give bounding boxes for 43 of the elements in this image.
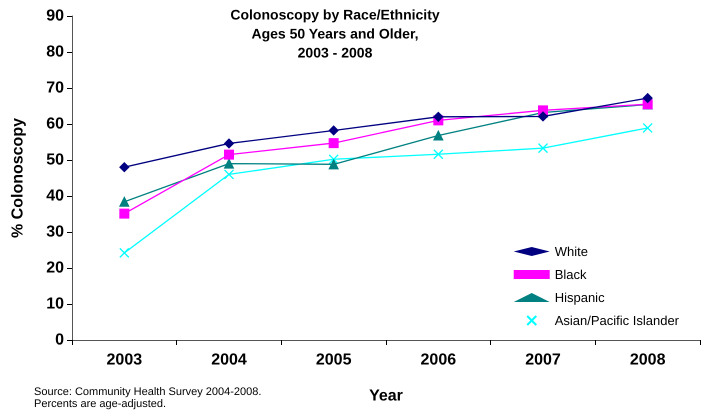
point: [119, 248, 130, 258]
x-tick-label: 2003: [106, 352, 142, 368]
y-axis-title: % Colonoscopy: [10, 118, 26, 238]
point: [538, 142, 548, 154]
x-tick-label: 2008: [630, 352, 666, 368]
y-tick-label: 30: [46, 224, 64, 240]
point: [642, 122, 653, 134]
point: [224, 138, 234, 148]
point: [328, 159, 339, 170]
y-tick-label: 20: [46, 260, 64, 276]
x-tick-label: 2006: [420, 352, 456, 368]
y-tick-label: 40: [46, 188, 64, 204]
point: [119, 196, 130, 207]
legend-label: Hispanic: [554, 290, 606, 305]
point: [328, 138, 339, 148]
point: [433, 112, 444, 122]
point: [328, 154, 339, 164]
point: [224, 150, 234, 160]
y-tick-label: 50: [46, 152, 64, 168]
y-tick-label: 70: [46, 80, 64, 96]
point: [119, 162, 130, 172]
legend-label: White: [554, 244, 588, 259]
point: [433, 149, 444, 160]
text: Colonoscopy by Race/Ethnicity Ages 50 Years and Older, 2003 - 2008: [230, 6, 440, 60]
point: [224, 158, 234, 169]
point: [538, 111, 548, 122]
y-tick-label: 60: [46, 116, 64, 132]
x-axis-title: Year: [369, 388, 403, 404]
y-tick-label: 80: [46, 44, 64, 60]
point: [433, 130, 444, 141]
point: [642, 93, 653, 104]
x-tick-label: 2007: [525, 352, 561, 368]
y-tick-label: 90: [46, 8, 64, 24]
x-tick-label: 2004: [211, 352, 247, 368]
point: [328, 125, 339, 136]
x-tick-label: 2005: [316, 352, 352, 368]
y-tick-label: 10: [46, 296, 64, 312]
point: [224, 169, 234, 180]
y-tick-label: 0: [55, 332, 64, 348]
legend-label: Asian/Pacific Islander: [554, 313, 680, 328]
point: [119, 208, 130, 219]
legend-label: Black: [554, 267, 588, 282]
source-note: Source: Community Health Survey 2004-2008. Percents are age-adjusted.: [34, 386, 262, 410]
